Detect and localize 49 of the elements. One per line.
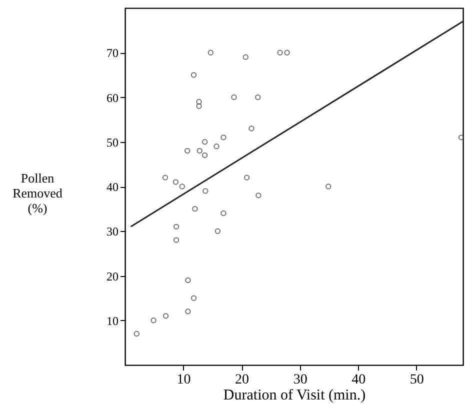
y-tick-label: 40 bbox=[106, 180, 118, 194]
point bbox=[248, 126, 254, 132]
point bbox=[190, 295, 197, 301]
point bbox=[172, 179, 179, 185]
point bbox=[244, 174, 250, 180]
point bbox=[190, 72, 197, 78]
point bbox=[196, 148, 202, 154]
y-tick-label: 20 bbox=[106, 269, 118, 284]
x-tick-label: 30 bbox=[293, 372, 308, 388]
point bbox=[220, 134, 226, 140]
point bbox=[185, 308, 191, 314]
point bbox=[196, 98, 202, 105]
point bbox=[255, 94, 261, 100]
point bbox=[150, 318, 156, 324]
y-tick-label: 10 bbox=[106, 314, 118, 328]
point bbox=[185, 277, 191, 284]
point bbox=[202, 152, 208, 158]
point bbox=[196, 103, 202, 110]
y-tick-label: 60 bbox=[106, 90, 118, 105]
point bbox=[192, 206, 198, 212]
x-tick-label: 40 bbox=[352, 372, 366, 388]
x-axis-title: Duration of Visit (min.) bbox=[223, 388, 366, 404]
point bbox=[214, 143, 220, 150]
point bbox=[179, 184, 185, 190]
point bbox=[231, 94, 237, 100]
point bbox=[220, 210, 226, 216]
point bbox=[256, 192, 262, 198]
point bbox=[202, 188, 208, 194]
x-tick-label: 20 bbox=[235, 372, 250, 388]
y-tick-label: 50 bbox=[106, 135, 118, 150]
x-tick-label: 50 bbox=[410, 372, 424, 388]
point bbox=[173, 224, 180, 230]
point bbox=[208, 50, 214, 56]
point bbox=[242, 54, 248, 60]
x-tick-label: 10 bbox=[176, 372, 191, 388]
point bbox=[284, 50, 290, 56]
y-tick-label: 30 bbox=[106, 224, 118, 239]
point bbox=[134, 330, 140, 337]
y-tick-label: 70 bbox=[106, 46, 118, 60]
point bbox=[277, 50, 283, 56]
point bbox=[326, 184, 332, 190]
point bbox=[202, 139, 208, 145]
point bbox=[162, 174, 168, 180]
point bbox=[173, 237, 180, 243]
y-axis-title: Pollen Removed (%) bbox=[12, 170, 63, 216]
point bbox=[184, 148, 190, 154]
point bbox=[458, 134, 464, 140]
point bbox=[162, 313, 169, 319]
point bbox=[214, 228, 221, 234]
